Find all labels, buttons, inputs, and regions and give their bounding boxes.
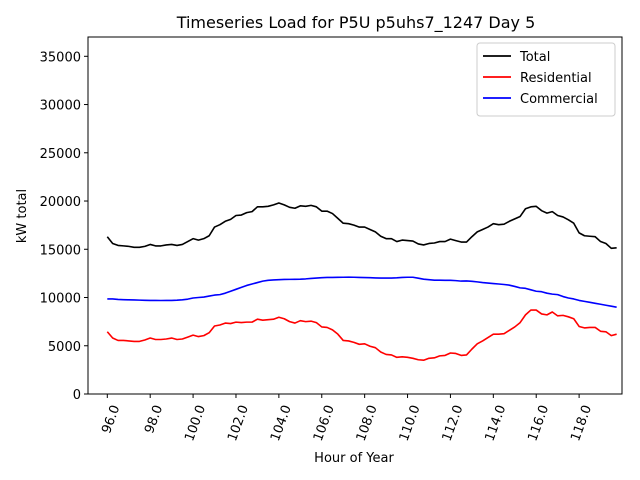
- legend-label: Residential: [520, 71, 592, 86]
- y-tick-label: 35000: [40, 50, 81, 65]
- legend-label: Total: [519, 50, 550, 65]
- y-tick-label: 30000: [40, 99, 81, 114]
- y-tick-label: 20000: [40, 195, 81, 210]
- x-tick-label: 116.0: [525, 403, 552, 443]
- chart-title: Timeseries Load for P5U p5uhs7_1247 Day …: [176, 13, 536, 33]
- legend: Total Residential Commercial: [476, 42, 616, 117]
- y-tick-label: 25000: [40, 147, 81, 162]
- x-tick-label: 98.0: [142, 403, 166, 435]
- x-tick-label: 108.0: [354, 403, 381, 443]
- y-tick-label: 15000: [40, 243, 81, 258]
- x-tick-label: 96.0: [99, 403, 123, 435]
- x-tick-label: 100.0: [182, 403, 209, 443]
- x-tick-label: 114.0: [483, 403, 510, 443]
- x-axis: 96.0 98.0 100.0 102.0 104.0 106.0 108.0 110.0 11…: [99, 394, 595, 443]
- x-tick-label: 118.0: [568, 403, 595, 443]
- series-line-commercial: [107, 276, 617, 308]
- x-axis-label: Hour of Year: [314, 451, 394, 466]
- legend-box: [476, 42, 616, 117]
- y-tick-label: 0: [73, 388, 81, 403]
- x-tick-label: 110.0: [397, 403, 424, 443]
- series-line-total: [106, 202, 617, 250]
- legend-label: Commercial: [520, 92, 598, 107]
- y-axis-label: kW total: [15, 189, 30, 243]
- x-tick-label: 112.0: [440, 403, 467, 443]
- x-tick-label: 102.0: [225, 403, 252, 443]
- plot-area: [87, 36, 623, 395]
- x-tick-label: 104.0: [268, 403, 295, 443]
- y-axis: 0 5000 10000 15000 20000 25000 30000 35000: [40, 50, 88, 403]
- y-tick-label: 10000: [40, 292, 81, 307]
- plot-frame: [87, 36, 623, 395]
- y-tick-label: 5000: [48, 340, 81, 355]
- x-tick-label: 106.0: [311, 403, 338, 443]
- series-line-residential: [106, 309, 617, 362]
